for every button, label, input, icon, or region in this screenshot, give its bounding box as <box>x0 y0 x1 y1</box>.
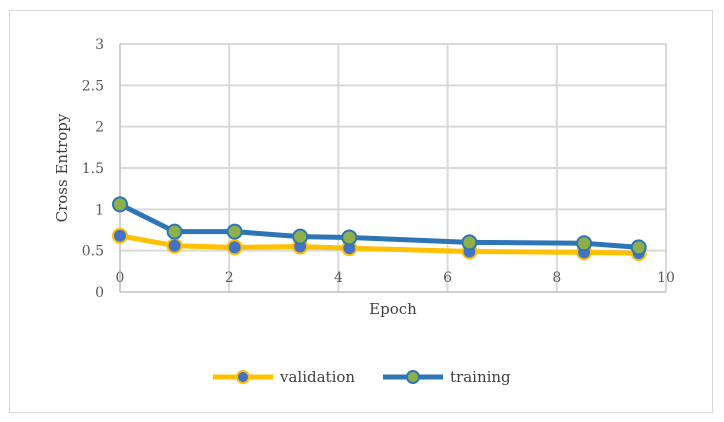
legend-label: training <box>450 368 511 386</box>
data-point <box>112 227 128 244</box>
data-point <box>576 235 593 252</box>
series-training <box>112 196 647 256</box>
y-tick-label: 2.5 <box>82 78 104 94</box>
y-tick-label: 1 <box>95 202 104 218</box>
data-point <box>166 237 183 254</box>
data-point <box>630 239 647 256</box>
series-line <box>117 233 642 256</box>
y-tick-label: 0.5 <box>82 244 104 260</box>
series-line <box>117 201 642 250</box>
legend-marker <box>406 370 420 384</box>
data-point <box>341 229 358 246</box>
x-tick-label: 0 <box>116 270 125 286</box>
legend-item-validation: validation <box>213 368 355 386</box>
y-axis-ticks: 0 0.5 1 1.5 2 2.5 3 <box>82 37 104 301</box>
x-tick-label: 10 <box>657 270 675 286</box>
y-tick-label: 2 <box>95 120 104 136</box>
x-tick-label: 6 <box>443 270 452 286</box>
y-axis-label: Cross Entropy <box>53 113 71 222</box>
data-point <box>112 196 128 213</box>
x-tick-label: 8 <box>552 270 561 286</box>
data-point <box>166 223 183 240</box>
legend: validation training <box>213 368 511 386</box>
y-tick-label: 0 <box>95 285 104 301</box>
data-point <box>461 234 478 251</box>
x-tick-label: 4 <box>334 270 343 286</box>
x-axis-label: Epoch <box>369 300 417 318</box>
data-point <box>292 228 309 245</box>
legend-label: validation <box>279 368 355 386</box>
axes <box>119 44 666 293</box>
x-tick-label: 2 <box>225 270 234 286</box>
data-point <box>226 239 243 256</box>
y-tick-label: 3 <box>95 37 104 53</box>
legend-marker <box>236 370 250 384</box>
x-axis-ticks: 0 2 4 6 8 10 <box>116 270 675 286</box>
chart-area <box>9 10 713 413</box>
data-point <box>226 223 243 240</box>
series <box>112 196 647 262</box>
legend-item-training: training <box>383 368 511 386</box>
y-tick-label: 1.5 <box>82 161 104 177</box>
